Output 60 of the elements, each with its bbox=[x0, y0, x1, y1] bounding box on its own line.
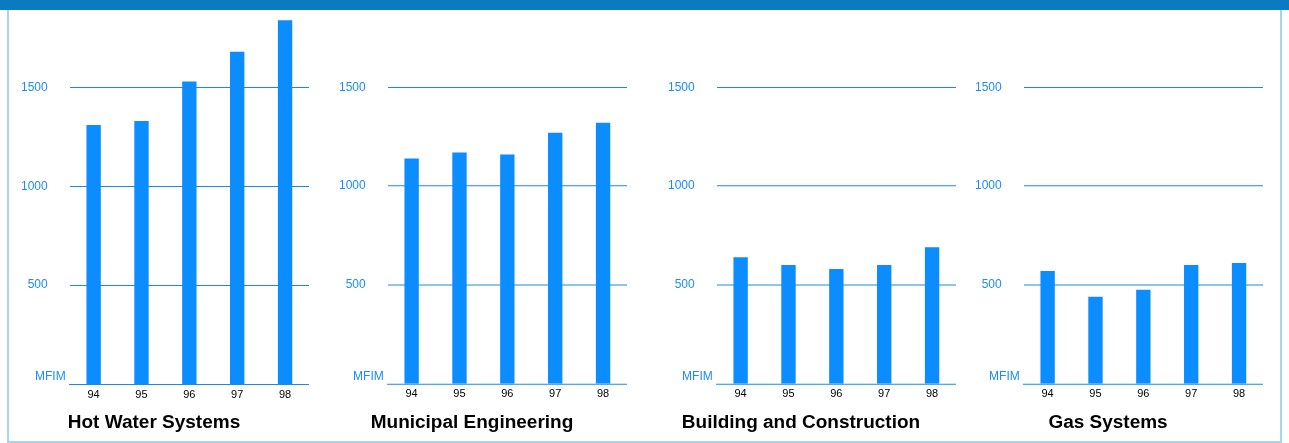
bar bbox=[924, 247, 940, 384]
bar bbox=[1040, 271, 1055, 384]
y-axis-title: MFIM bbox=[353, 369, 384, 384]
x-tick-label: 97 bbox=[878, 387, 891, 400]
x-tick-label: 98 bbox=[278, 387, 292, 400]
y-tick-label: 500 bbox=[674, 277, 696, 292]
x-tick-label: 96 bbox=[183, 387, 196, 400]
y-axis-title: MFIM bbox=[682, 369, 713, 384]
x-tick-label: 94 bbox=[87, 387, 100, 400]
bar bbox=[500, 154, 515, 384]
y-tick-label: 500 bbox=[345, 277, 367, 292]
bar bbox=[829, 269, 844, 384]
x-tick-label: 94 bbox=[734, 387, 747, 400]
text: Building and Construction bbox=[681, 410, 921, 432]
x-tick-label: 94 bbox=[405, 387, 418, 400]
y-tick-label: 1000 bbox=[668, 178, 696, 193]
bar bbox=[548, 132, 563, 384]
y-axis-title: MFIM bbox=[989, 369, 1020, 384]
bar bbox=[134, 121, 149, 384]
y-axis-title: MFIM bbox=[35, 369, 66, 384]
x-tick-label: 98 bbox=[596, 387, 610, 400]
y-tick-label: 1500 bbox=[20, 79, 49, 94]
y-tick-label: 1000 bbox=[975, 178, 1003, 193]
bar bbox=[1088, 296, 1103, 384]
bar bbox=[86, 124, 101, 384]
bar bbox=[595, 123, 611, 384]
text: Gas Systems bbox=[1048, 410, 1168, 432]
bar bbox=[1184, 265, 1199, 384]
y-tick-label: 1000 bbox=[20, 178, 49, 193]
y-tick-label: 1500 bbox=[668, 79, 696, 94]
bar bbox=[277, 20, 293, 384]
bar bbox=[733, 257, 748, 384]
x-tick-label: 95 bbox=[1089, 387, 1102, 400]
text: Municipal Engineering bbox=[370, 410, 574, 432]
x-tick-label: 95 bbox=[453, 387, 466, 400]
bar bbox=[1231, 263, 1247, 384]
bar bbox=[877, 265, 892, 384]
x-tick-label: 98 bbox=[1232, 387, 1246, 400]
y-tick-label: 1000 bbox=[339, 178, 367, 193]
x-tick-label: 96 bbox=[501, 387, 514, 400]
x-tick-label: 97 bbox=[549, 387, 562, 400]
x-tick-label: 97 bbox=[1185, 387, 1198, 400]
y-tick-label: 1500 bbox=[339, 79, 367, 94]
x-tick-label: 96 bbox=[830, 387, 843, 400]
x-tick-label: 98 bbox=[925, 387, 939, 400]
y-tick-label: 500 bbox=[981, 277, 1003, 292]
bar bbox=[1136, 290, 1151, 384]
x-tick-label: 97 bbox=[231, 387, 244, 400]
x-tick-label: 94 bbox=[1041, 387, 1054, 400]
y-tick-label: 1500 bbox=[975, 79, 1003, 94]
text: Hot Water Systems bbox=[67, 410, 241, 432]
bar bbox=[230, 51, 245, 384]
x-tick-label: 96 bbox=[1137, 387, 1150, 400]
bar bbox=[781, 265, 796, 384]
y-tick-label: 500 bbox=[27, 277, 49, 292]
x-tick-label: 95 bbox=[135, 387, 148, 400]
x-tick-label: 95 bbox=[782, 387, 795, 400]
bar bbox=[452, 152, 467, 384]
bar bbox=[182, 81, 197, 384]
bar bbox=[404, 158, 419, 384]
